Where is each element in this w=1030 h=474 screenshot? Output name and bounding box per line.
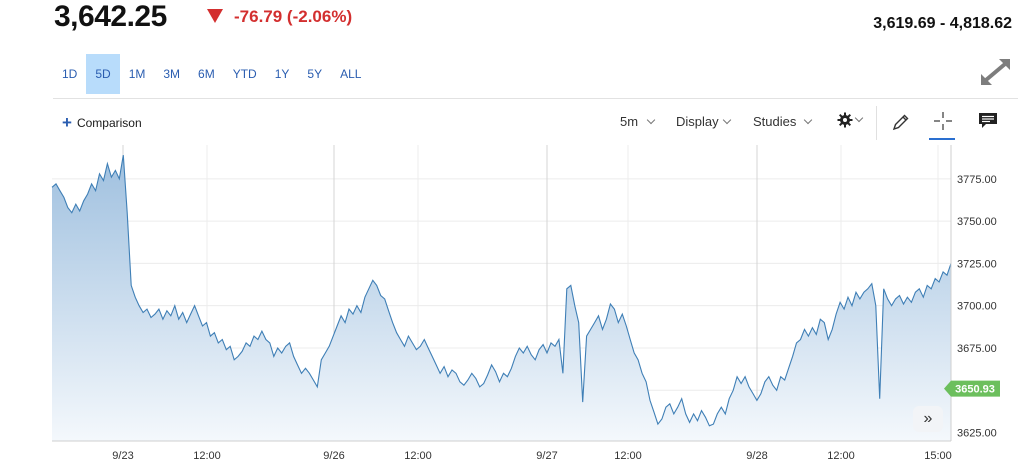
y-tick-label: 3775.00: [957, 174, 997, 186]
toolbar-divider: [876, 106, 877, 140]
range-tab-3m[interactable]: 3M: [163, 67, 181, 81]
double-chevron-right-icon: »: [923, 410, 933, 427]
range-tab-ytd[interactable]: YTD: [232, 67, 257, 81]
range-tab-5y[interactable]: 5Y: [307, 67, 323, 81]
range-tab-1d[interactable]: 1D: [62, 67, 78, 81]
range-tab-5d[interactable]: 5D: [86, 54, 120, 94]
x-tick-label: 12:00: [193, 450, 221, 462]
gear-icon: [837, 112, 853, 128]
range-tab-1m[interactable]: 1M: [128, 67, 146, 81]
y-tick-label: 3625.00: [957, 428, 997, 440]
settings-dropdown[interactable]: [837, 112, 864, 128]
header-divider: [53, 98, 1018, 99]
y-tick-label: 3725.00: [957, 258, 997, 270]
scroll-to-latest-button[interactable]: »: [913, 406, 943, 432]
price-change: -76.79 (-2.06%): [234, 7, 353, 26]
last-price-tag-label: 3650.93: [955, 384, 995, 396]
x-tick-label: 12:00: [614, 450, 642, 462]
price-line: [51, 155, 952, 427]
price-area: [52, 155, 951, 441]
price-range: 3,619.69 - 4,818.62: [873, 15, 1012, 32]
comparison-button[interactable]: + Comparison: [62, 113, 142, 132]
y-tick-label: 3750.00: [957, 216, 997, 228]
down-arrow-icon: [207, 9, 223, 23]
last-price: 3,642.25: [54, 0, 167, 33]
active-tool-indicator: [929, 138, 955, 140]
studies-dropdown[interactable]: Studies: [753, 114, 813, 129]
range-tab-6m[interactable]: 6M: [198, 67, 215, 81]
x-tick-label: 9/23: [112, 450, 133, 462]
crosshair-icon[interactable]: [933, 111, 953, 131]
x-tick-label: 9/26: [323, 450, 344, 462]
y-tick-label: 3675.00: [957, 343, 997, 355]
plus-icon: +: [62, 113, 72, 132]
x-tick-label: 15:00: [924, 450, 952, 462]
display-label: Display: [676, 114, 719, 129]
expand-arrows-icon[interactable]: [978, 56, 1012, 88]
x-tick-label: 12:00: [827, 450, 855, 462]
x-tick-label: 9/27: [536, 450, 557, 462]
x-tick-label: 12:00: [404, 450, 432, 462]
pencil-icon[interactable]: [891, 112, 911, 132]
comment-icon[interactable]: [978, 112, 998, 130]
range-tab-all[interactable]: ALL: [340, 67, 362, 81]
display-dropdown[interactable]: Display: [676, 114, 731, 129]
last-price-tag: 3650.93: [944, 380, 1000, 397]
y-tick-label: 3700.00: [957, 301, 997, 313]
studies-label: Studies: [753, 114, 797, 129]
comparison-label: Comparison: [76, 116, 142, 130]
range-tabs: 1D 5D 1M 3M 6M YTD 1Y 5Y ALL: [53, 54, 370, 94]
range-tab-1y[interactable]: 1Y: [274, 67, 290, 81]
x-tick-label: 9/28: [746, 450, 767, 462]
interval-label: 5m: [620, 114, 639, 129]
interval-dropdown[interactable]: 5m: [620, 114, 656, 129]
